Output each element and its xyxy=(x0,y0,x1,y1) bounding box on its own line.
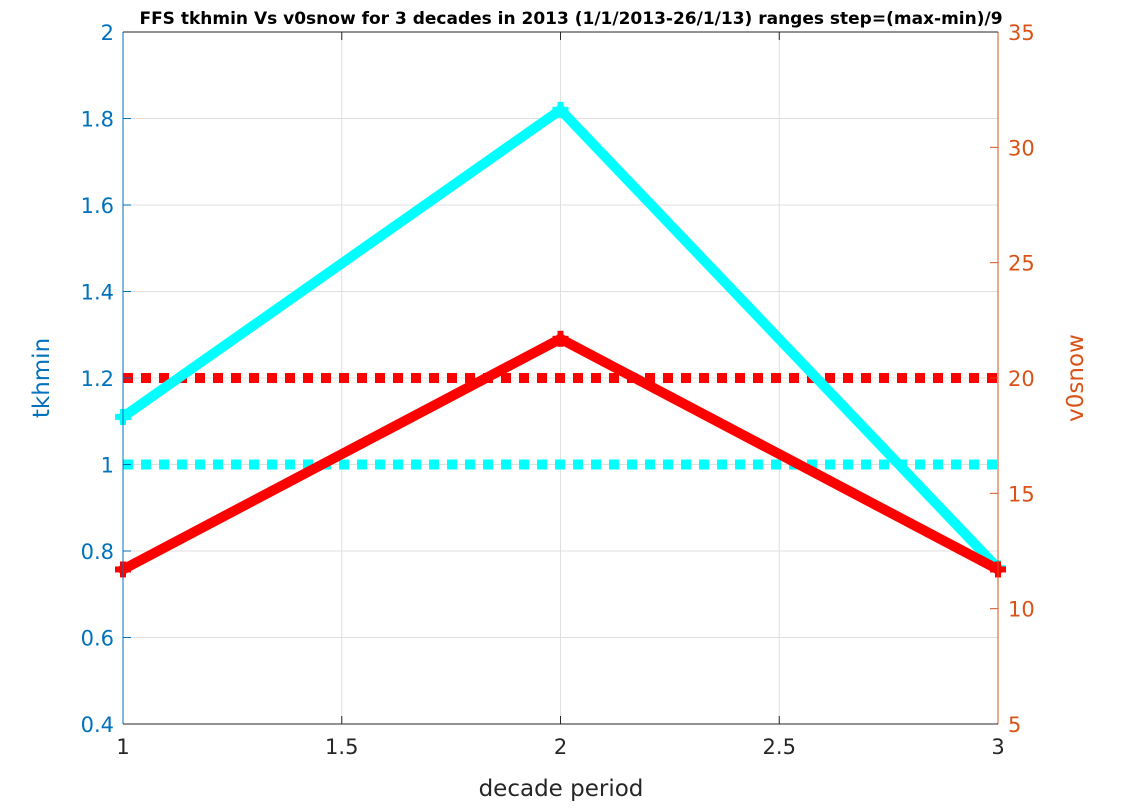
x-tick-label: 3 xyxy=(991,735,1004,759)
y-left-tick-label: 0.8 xyxy=(81,540,114,564)
y-left-tick-label: 0.6 xyxy=(81,627,114,651)
y-right-tick-label: 20 xyxy=(1008,367,1035,391)
y-right-tick-label: 5 xyxy=(1008,713,1021,737)
y-right-tick-label: 35 xyxy=(1008,21,1035,45)
y-left-tick-label: 2 xyxy=(101,21,114,45)
chart-title: FFS tkhmin Vs v0snow for 3 decades in 20… xyxy=(139,9,1002,29)
data-point-left xyxy=(552,101,569,118)
data-point-right xyxy=(552,330,569,347)
x-tick-label: 1.5 xyxy=(325,735,358,759)
y-left-tick-label: 1 xyxy=(101,454,114,478)
y-axis-left-label: tkhmin xyxy=(29,338,55,418)
y-left-tick-label: 1.6 xyxy=(81,194,114,218)
x-tick-label: 2.5 xyxy=(763,735,796,759)
axes: 1 1.5 2 2.5 30.40.60.811.21.41.61.8251015202… xyxy=(81,21,1035,759)
y-left-tick-label: 1.2 xyxy=(81,367,114,391)
y-axis-right-label: v0snow xyxy=(1063,334,1089,422)
x-tick-label: 2 xyxy=(554,735,567,759)
y-left-tick-label: 0.4 xyxy=(81,713,114,737)
y-right-tick-label: 15 xyxy=(1008,482,1035,506)
x-tick-label: 1 xyxy=(116,735,129,759)
y-right-tick-label: 25 xyxy=(1008,252,1035,276)
y-right-tick-label: 30 xyxy=(1008,136,1035,160)
y-right-tick-label: 10 xyxy=(1008,598,1035,622)
y-left-tick-label: 1.4 xyxy=(81,281,114,305)
x-axis-label: decade period xyxy=(479,776,644,802)
y-left-tick-label: 1.8 xyxy=(81,108,114,132)
